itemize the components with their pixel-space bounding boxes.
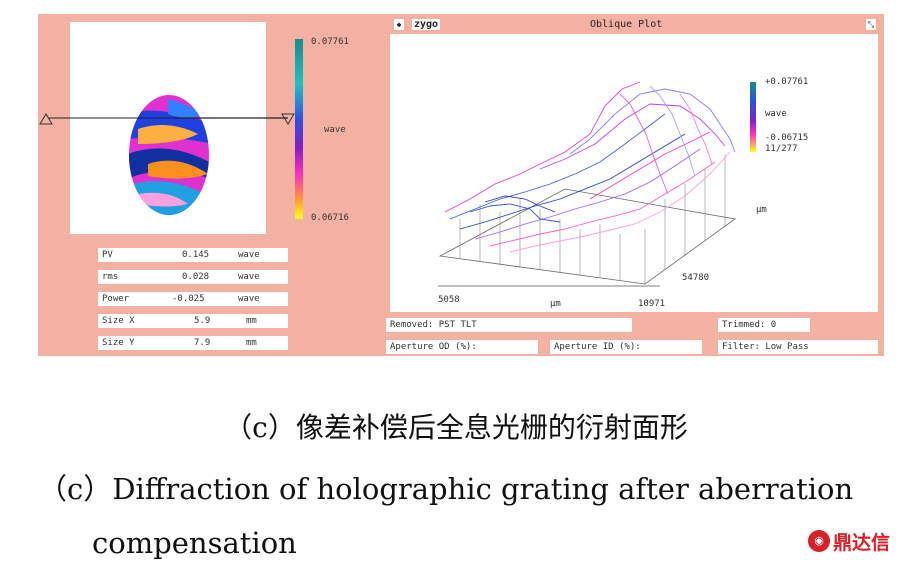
stat-row-power: Power -0.025 wave <box>98 292 288 306</box>
stat-label: rms <box>102 272 119 282</box>
stat-unit: wave <box>238 272 260 282</box>
plot-scale-unit: wave <box>765 109 787 119</box>
stat-row-size-x: Size X 5.9 mm <box>98 314 288 328</box>
plot-colorbar <box>750 82 756 152</box>
phase-map-svg: 0.07761 wave 0.06716 <box>39 22 349 234</box>
stat-label: Size Y <box>102 338 135 348</box>
window-resize-icon[interactable]: ⤡ <box>866 19 876 30</box>
left-scale-unit: wave <box>324 125 346 135</box>
plot-y-axis-unit: μm <box>756 205 767 215</box>
stat-value: 5.9 <box>194 316 211 326</box>
trimmed-field: Trimmed: 0 <box>718 318 810 332</box>
plot-y-axis-end: 54780 <box>682 273 709 283</box>
watermark-text: 鼎达信 <box>833 531 891 554</box>
stat-unit: wave <box>238 250 260 260</box>
plot-x-axis-end: 10971 <box>638 299 665 309</box>
watermark: ◉ 鼎达信 <box>808 528 890 554</box>
left-scale-top: 0.07761 <box>311 37 349 47</box>
caption-chinese: （c）像差补偿后全息光栅的衍射面形 <box>224 411 688 444</box>
stat-label: PV <box>102 250 113 260</box>
stats-panel: PV 0.145 wave rms 0.028 wave Power -0.02… <box>38 240 384 356</box>
stat-label: Size X <box>102 316 135 326</box>
plot-title: Oblique Plot <box>590 19 663 30</box>
plot-x-axis-start: 5058 <box>438 295 460 305</box>
stat-unit: mm <box>246 338 257 348</box>
plot-scale-extra: 11/277 <box>765 144 798 154</box>
plot-scale-top: +0.07761 <box>765 77 808 87</box>
stat-label: Power <box>102 294 130 304</box>
stat-value: -0.025 <box>172 294 205 304</box>
stat-value: 7.9 <box>194 338 211 348</box>
stat-value: 0.145 <box>182 250 210 260</box>
window-close-icon[interactable]: ◆ <box>394 19 404 30</box>
plot-scale-bottom: -0.06715 <box>765 133 808 143</box>
stat-unit: wave <box>238 294 260 304</box>
phase-map-blob <box>129 95 209 215</box>
aperture-od-field: Aperture OD (%): <box>386 340 538 354</box>
stat-value: 0.028 <box>182 272 210 282</box>
watermark-logo-icon: ◉ <box>808 530 830 552</box>
oblique-3d-plot: +0.07761 wave -0.06715 11/277 μm 54780 5… <box>438 77 808 309</box>
stat-row-size-y: Size Y 7.9 mm <box>98 336 288 350</box>
caption-english-line1: （c）Diffraction of holographic grating af… <box>38 472 854 506</box>
phase-map-pane: 0.07761 wave 0.06716 <box>38 14 384 240</box>
stat-row-pv: PV 0.145 wave <box>98 248 288 262</box>
left-scale-bottom: 0.06716 <box>311 213 349 223</box>
oblique-plot-area: +0.07761 wave -0.06715 11/277 μm 54780 5… <box>390 34 878 312</box>
phase-colorbar <box>295 39 303 219</box>
surface-mesh <box>444 81 736 253</box>
profile-end-marker-icon[interactable] <box>281 113 295 125</box>
zygo-logo: zygo <box>412 19 441 30</box>
plot-x-axis-unit: μm <box>550 299 561 309</box>
caption-english-line2: compensation <box>92 526 297 560</box>
stat-unit: mm <box>246 316 257 326</box>
profile-start-marker-icon[interactable] <box>39 113 53 125</box>
oblique-plot-window: ◆ zygo Oblique Plot ⤡ <box>390 18 884 312</box>
interferometer-screen: 0.07761 wave 0.06716 PV 0.145 wave rms 0… <box>38 14 884 356</box>
plot-titlebar: ◆ zygo Oblique Plot ⤡ <box>390 18 884 32</box>
stat-row-rms: rms 0.028 wave <box>98 270 288 284</box>
plot-base <box>438 188 737 285</box>
aperture-id-field: Aperture ID (%): <box>550 340 702 354</box>
removed-field: Removed: PST TLT <box>386 318 632 332</box>
filter-field: Filter: Low Pass <box>718 340 878 354</box>
